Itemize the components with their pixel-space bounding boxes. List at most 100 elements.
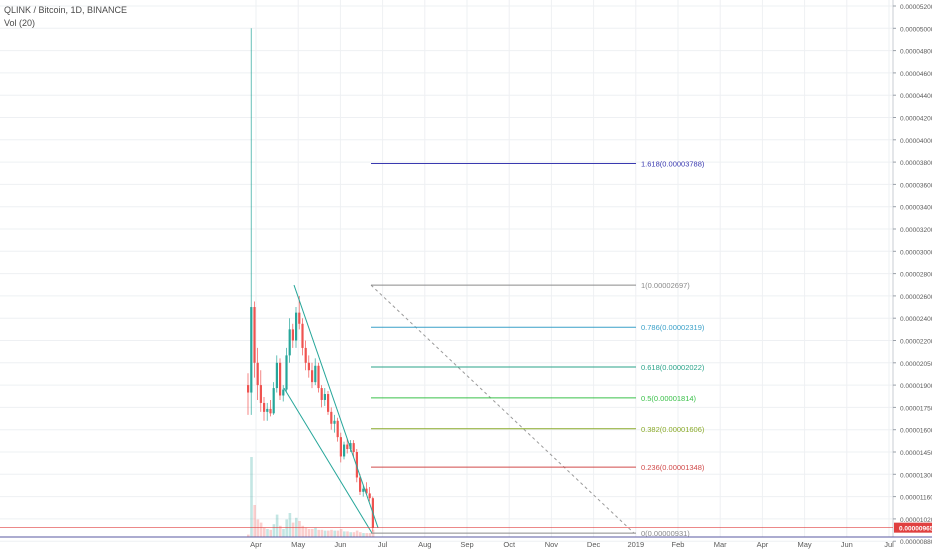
price-tick-label: 0.00003400 [900,205,932,212]
volume-bar [247,534,250,537]
volume-indicator-label[interactable]: Vol (20) [4,18,36,28]
candle-body [282,389,285,396]
candle-body [275,362,278,389]
time-tick-label: Feb [672,540,685,549]
volume-bar [368,533,372,537]
volume-bar [275,514,279,537]
candle-body [352,443,355,452]
time-tick-label: Oct [503,540,516,549]
time-tick-label: Mar [714,540,727,549]
price-tick-label: 0.00000880 [900,539,932,546]
price-tick-label: 0.00001160 [900,495,932,502]
symbol-title[interactable]: QLINK / Bitcoin, 1D, BINANCE [4,5,128,15]
volume-bar [256,519,260,537]
time-tick-label: Apr [250,540,262,549]
fibonacci-levels[interactable]: 1.618(0.00003788) 1(0.00002697) 0.786(0.00… [371,159,705,538]
trend-lines [283,284,635,534]
time-tick-label: 2019 [627,540,644,549]
candle-body [362,488,365,492]
price-tick-label: 0.00004000 [900,138,932,145]
candle-body [327,394,330,412]
price-tick-label: 0.00002600 [900,294,932,301]
volume-bar [259,522,263,537]
candle-body [336,420,339,438]
candle-body [272,388,275,414]
candle-body [343,444,346,457]
volume-bar [330,529,333,537]
price-tick-label: 0.00004800 [900,49,932,56]
volume-bar [301,525,304,537]
candle-body [263,402,266,412]
candle-body [279,362,282,396]
current-price-badge [894,522,932,533]
lower-trendline [283,387,373,534]
time-tick-label: Jun [334,540,346,549]
time-tick-label: May [291,540,305,549]
volume-bar [365,533,368,537]
time-tick-label: Jul [378,540,388,549]
candle-body [247,385,250,393]
candle-body [256,362,259,386]
price-tick-label: 0.00003000 [900,249,932,256]
price-tick-label: 0.00001750 [900,405,932,412]
candle-body [333,420,336,424]
time-tick-label: May [798,540,812,549]
price-tick-label: 0.00003800 [900,160,932,167]
candle-body [346,444,349,450]
time-tick-label: Nov [545,540,559,549]
candle-body [368,493,371,499]
volume-bar [266,529,269,537]
volume-bar [327,530,330,537]
candle-body [349,443,352,450]
fib-level-label: 1.618(0.00003788) [641,159,705,168]
grid [0,0,893,542]
volume-bar [320,529,324,537]
price-tick-label: 0.00005200 [900,4,932,11]
candlesticks [247,28,374,532]
candle-body [266,408,269,412]
candle-body [339,437,342,457]
candle-body [320,388,323,400]
price-tick-label: 0.00001900 [900,383,932,390]
fib-level-label: 0.382(0.00001606) [641,425,705,434]
volume-bar [253,505,256,537]
volume-bar [250,457,253,537]
price-tick-label: 0.00003600 [900,182,932,189]
volume-bar [279,525,282,537]
candle-body [295,312,298,341]
volume-bars [247,457,375,537]
price-tick-label: 0.00001300 [900,472,932,479]
volume-bar [311,529,314,537]
candle-body [311,370,314,383]
volume-bar [323,530,327,537]
volume-bar [336,530,340,537]
time-tick-label: Dec [587,540,601,549]
time-tick-label: Sep [460,540,473,549]
volume-bar [359,532,362,537]
price-tick-label: 0.00004200 [900,116,932,123]
candle-body [317,365,320,389]
time-tick-label: Jun [841,540,853,549]
candle-body [330,411,333,424]
price-tick-label: 0.00002800 [900,272,932,279]
volume-bar [304,527,308,537]
volume-bar [282,529,285,537]
volume-bar [285,519,288,537]
fib-level-label: 0(0.00000931) [641,529,690,538]
price-tick-label: 0.00004600 [900,71,932,78]
candle-body [288,329,291,356]
volume-bar [272,524,276,537]
price-tick-label: 0.00002200 [900,339,932,346]
candle-body [298,312,301,324]
time-tick-label: Jul [884,540,894,549]
price-tick-label: 0.00003200 [900,227,932,234]
chart-legend: QLINK / Bitcoin, 1D, BINANCE Vol (20) [4,4,127,30]
volume-bar [298,521,301,537]
time-axis[interactable]: Apr May Jun Jul Aug Sep Oct Nov Dec 2019 Feb Mar Apr… [0,536,932,549]
volume-bar [343,531,346,537]
volume-bar [339,529,343,537]
price-tick-label: 0.00004400 [900,93,932,100]
upper-trendline [293,284,379,528]
